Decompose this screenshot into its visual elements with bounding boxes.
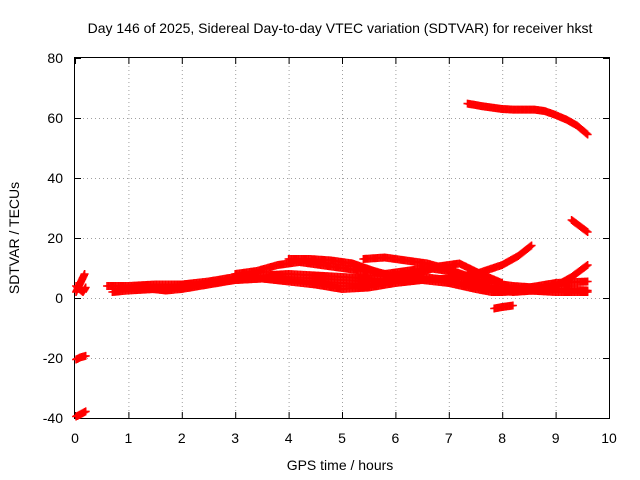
data-point (583, 130, 592, 139)
data-point (81, 283, 90, 292)
x-tick-label: 6 (392, 430, 400, 446)
y-tick-label: -20 (43, 350, 63, 366)
x-tick-label: 8 (498, 430, 506, 446)
data-series (72, 407, 90, 421)
data-points (72, 99, 592, 421)
data-point (582, 227, 591, 236)
chart-title: Day 146 of 2025, Sidereal Day-to-day VTE… (88, 20, 593, 36)
x-tick-label: 10 (601, 430, 617, 446)
data-point (81, 351, 90, 360)
y-axis-title: SDTVAR / TECUs (6, 182, 22, 294)
x-tick-label: 3 (231, 430, 239, 446)
data-point (508, 301, 517, 310)
x-axis-title: GPS time / hours (287, 457, 394, 473)
y-tick-label: 60 (47, 110, 63, 126)
data-series (567, 216, 592, 236)
data-point (582, 261, 591, 270)
data-series (359, 253, 592, 295)
x-tick-label: 5 (338, 430, 346, 446)
y-tick-label: 0 (55, 290, 63, 306)
data-point (583, 277, 592, 286)
data-point (583, 286, 592, 295)
y-tick-label: 80 (47, 50, 63, 66)
y-tick-label: 40 (47, 170, 63, 186)
data-series (463, 99, 592, 139)
y-tick-label: -40 (43, 410, 63, 426)
data-series (72, 351, 90, 364)
data-series (72, 282, 90, 296)
data-point (526, 242, 535, 251)
x-tick-label: 4 (285, 430, 293, 446)
data-series (284, 255, 507, 287)
plot-frame (74, 57, 610, 419)
x-tick-label: 1 (125, 430, 133, 446)
data-point (527, 241, 536, 250)
x-tick-label: 9 (552, 430, 560, 446)
data-point (583, 261, 592, 269)
data-point (81, 407, 90, 416)
y-tick-labels: -40 -20 0 20 40 60 80 (43, 50, 63, 426)
x-tick-label: 0 (71, 430, 79, 446)
data-point (582, 129, 591, 138)
x-tick-labels: 0 1 2 3 4 5 6 7 8 9 10 (71, 430, 617, 446)
data-series (490, 301, 517, 313)
x-tick-label: 2 (178, 430, 186, 446)
data-point (80, 270, 89, 278)
data-point (583, 228, 592, 236)
x-tick-label: 7 (445, 430, 453, 446)
y-tick-label: 20 (47, 230, 63, 246)
grid-lines (75, 58, 609, 418)
